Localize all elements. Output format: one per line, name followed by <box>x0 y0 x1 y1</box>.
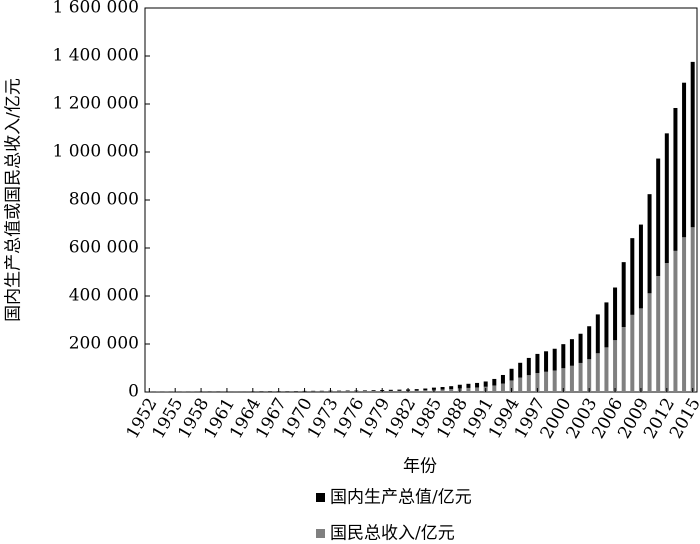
bar-segment <box>604 302 609 348</box>
bar-segment <box>371 391 376 392</box>
bar-segment <box>500 374 505 384</box>
bar-segment <box>682 237 687 392</box>
bar-segment <box>397 389 402 391</box>
bar-segment <box>630 238 635 315</box>
bar-segment <box>483 381 488 387</box>
y-tick-label: 400 000 <box>69 286 139 306</box>
bar-segment <box>466 383 471 388</box>
bar-segment <box>621 326 626 392</box>
bar-segment <box>362 390 367 392</box>
y-tick-label: 1 200 000 <box>52 94 139 114</box>
bar-segment <box>457 384 462 389</box>
bar-segment <box>552 370 557 392</box>
bar-segment <box>604 347 609 392</box>
bar-segment <box>518 362 523 378</box>
x-axis-title: 年份 <box>403 457 437 477</box>
bar-segment <box>449 389 454 392</box>
bar-segment <box>690 61 695 228</box>
bar-segment <box>311 390 316 392</box>
y-tick-label: 1 600 000 <box>52 0 139 18</box>
bar-segment <box>630 314 635 392</box>
bar-segment <box>345 390 350 392</box>
bar-segment <box>414 390 419 392</box>
bar-segment <box>638 308 643 392</box>
bar-segment <box>673 107 678 251</box>
bar-segment <box>578 362 583 392</box>
bar-segment <box>500 383 505 392</box>
bar-segment <box>345 391 350 392</box>
bar-segment <box>569 365 574 392</box>
y-tick-label: 600 000 <box>69 238 139 258</box>
bar-segment <box>319 391 324 392</box>
bar-segment <box>613 340 618 392</box>
bar-segment <box>647 194 652 294</box>
bar-segment <box>388 389 393 391</box>
legend-label: 国民总收入/亿元 <box>330 524 455 544</box>
y-axis-title: 国内生产总值或国民总收入/亿元 <box>4 78 24 322</box>
bar-segment <box>682 82 687 238</box>
y-tick-label: 200 000 <box>69 334 139 354</box>
y-tick-label: 1 400 000 <box>52 46 139 66</box>
legend-label: 国内生产总值/亿元 <box>330 488 472 508</box>
bar-segment <box>423 390 428 392</box>
bar-segment <box>337 391 342 392</box>
bar-segment <box>587 326 592 360</box>
bar-segment <box>544 351 549 372</box>
bar-segment <box>647 293 652 392</box>
bar-segment <box>587 359 592 392</box>
y-tick-label: 800 000 <box>69 190 139 210</box>
bar-segment <box>492 385 497 392</box>
bar-segment <box>337 390 342 392</box>
bar-segment <box>569 339 574 366</box>
bar-segment <box>475 382 480 388</box>
bar-segment <box>311 391 316 392</box>
bar-segment <box>371 390 376 392</box>
bar-segment <box>518 377 523 392</box>
bar-segment <box>466 387 471 392</box>
bar-segment <box>561 368 566 392</box>
bar-segment <box>509 368 514 381</box>
bar-segment <box>621 262 626 327</box>
bar-segment <box>475 387 480 392</box>
bar-segment <box>544 371 549 392</box>
bar-segment <box>535 353 540 374</box>
bar-segment <box>492 378 497 386</box>
bar-segment <box>535 373 540 392</box>
legend-swatch <box>316 493 325 502</box>
bar-segment <box>509 380 514 392</box>
bar-segment <box>319 390 324 392</box>
bar-segment <box>526 357 531 376</box>
bar-segment <box>673 250 678 392</box>
bar-segment <box>552 348 557 371</box>
bar-segment <box>578 333 583 363</box>
bar-segment <box>397 390 402 392</box>
bar-segment <box>423 388 428 391</box>
y-tick-label: 0 <box>128 382 139 402</box>
bar-segment <box>656 158 661 276</box>
bar-segment <box>362 391 367 392</box>
bar-segment <box>613 287 618 341</box>
y-tick-label: 1 000 000 <box>52 142 139 162</box>
bar-segment <box>638 224 643 309</box>
bar-segment <box>414 389 419 391</box>
bar-segment <box>595 314 600 354</box>
bar-segment <box>664 263 669 392</box>
bar-segment <box>449 386 454 390</box>
bar-segment <box>526 375 531 392</box>
bar-segment <box>440 387 445 390</box>
bar-segment <box>690 227 695 392</box>
bar-segment <box>595 353 600 392</box>
bar-segment <box>440 389 445 392</box>
bar-segment <box>664 133 669 264</box>
bar-segment <box>656 275 661 392</box>
bar-segment <box>388 390 393 392</box>
bar-segment <box>561 344 566 369</box>
legend-swatch <box>316 529 325 538</box>
